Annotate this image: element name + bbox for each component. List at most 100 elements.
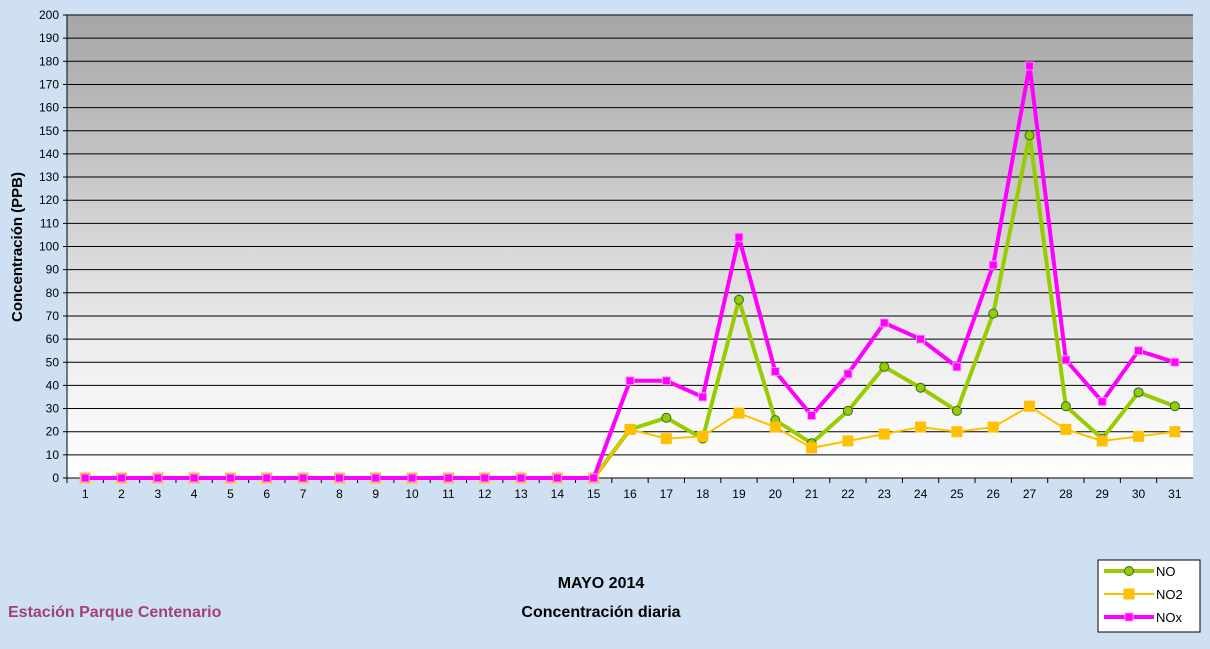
chart-subtitle: Concentración diaria [521, 604, 680, 621]
y-tick-label: 130 [39, 170, 59, 184]
x-tick-label: 20 [769, 487, 783, 501]
x-tick-label: 18 [696, 487, 710, 501]
data-point [952, 406, 961, 415]
data-point [444, 474, 452, 482]
data-point [770, 422, 781, 433]
data-point [263, 474, 271, 482]
y-tick-label: 70 [46, 309, 60, 323]
y-tick-label: 100 [39, 240, 59, 254]
data-point [771, 368, 779, 376]
data-point [190, 474, 198, 482]
x-tick-label: 5 [227, 487, 234, 501]
x-tick-label: 15 [587, 487, 601, 501]
data-point [697, 431, 708, 442]
data-point [590, 474, 598, 482]
x-tick-label: 11 [442, 487, 455, 501]
data-point [299, 474, 307, 482]
y-tick-label: 50 [46, 355, 60, 369]
x-tick-label: 28 [1059, 487, 1073, 501]
x-tick-label: 23 [878, 487, 892, 501]
x-tick-label: 24 [914, 487, 928, 501]
legend-marker [1125, 567, 1134, 576]
x-tick-label: 21 [805, 487, 819, 501]
data-point [880, 362, 889, 371]
y-tick-label: 20 [46, 425, 60, 439]
data-point [1170, 402, 1179, 411]
y-tick-label: 180 [39, 54, 59, 68]
data-point [1026, 62, 1034, 70]
x-tick-label: 16 [623, 487, 637, 501]
x-tick-label: 8 [336, 487, 343, 501]
y-tick-label: 170 [39, 77, 59, 91]
y-tick-label: 40 [46, 378, 60, 392]
data-point [661, 433, 672, 444]
x-tick-label: 26 [987, 487, 1001, 501]
x-tick-label: 12 [478, 487, 492, 501]
data-point [662, 413, 671, 422]
data-point [880, 319, 888, 327]
data-point [915, 422, 926, 433]
data-point [989, 261, 997, 269]
chart-title: MAYO 2014 [558, 575, 645, 592]
x-tick-label: 6 [263, 487, 270, 501]
data-point [481, 474, 489, 482]
x-tick-label: 2 [118, 487, 125, 501]
data-point [335, 474, 343, 482]
legend-marker [1125, 613, 1133, 621]
legend-label: NOx [1156, 610, 1183, 625]
data-point [154, 474, 162, 482]
data-point [1135, 347, 1143, 355]
legend-marker [1124, 589, 1135, 600]
x-tick-label: 1 [82, 487, 89, 501]
data-point [879, 429, 890, 440]
data-point [626, 377, 634, 385]
data-point [1061, 402, 1070, 411]
data-point [1097, 435, 1108, 446]
x-tick-label: 29 [1096, 487, 1110, 501]
data-point [226, 474, 234, 482]
y-tick-label: 30 [46, 402, 60, 416]
data-point [662, 377, 670, 385]
data-point [808, 411, 816, 419]
x-tick-label: 22 [841, 487, 855, 501]
x-tick-label: 19 [732, 487, 746, 501]
station-label: Estación Parque Centenario [8, 604, 222, 621]
data-point [842, 435, 853, 446]
x-tick-label: 4 [191, 487, 198, 501]
data-point [1171, 358, 1179, 366]
data-point [1133, 431, 1144, 442]
data-point [988, 422, 999, 433]
data-point [916, 383, 925, 392]
legend-label: NO2 [1156, 587, 1183, 602]
y-tick-label: 140 [39, 147, 59, 161]
y-axis-label: Concentración (PPB) [9, 172, 26, 322]
data-point [806, 442, 817, 453]
y-tick-label: 80 [46, 286, 60, 300]
data-point [1134, 388, 1143, 397]
data-point [1098, 398, 1106, 406]
x-tick-label: 25 [950, 487, 964, 501]
x-tick-label: 31 [1168, 487, 1182, 501]
x-tick-label: 3 [154, 487, 161, 501]
x-tick-label: 7 [300, 487, 307, 501]
data-point [553, 474, 561, 482]
y-tick-label: 60 [46, 332, 60, 346]
y-tick-label: 110 [40, 216, 59, 230]
y-tick-label: 120 [39, 193, 59, 207]
data-point [625, 424, 636, 435]
x-tick-label: 17 [660, 487, 674, 501]
legend-label: NO [1156, 564, 1176, 579]
data-point [734, 295, 743, 304]
data-point [372, 474, 380, 482]
data-point [733, 408, 744, 419]
data-point [1062, 356, 1070, 364]
y-tick-label: 160 [39, 101, 59, 115]
x-tick-label: 14 [551, 487, 565, 501]
data-point [1025, 131, 1034, 140]
data-point [989, 309, 998, 318]
y-tick-label: 150 [39, 124, 59, 138]
data-point [517, 474, 525, 482]
x-tick-label: 13 [514, 487, 528, 501]
y-tick-label: 0 [52, 471, 59, 485]
chart: Concentración (PPB) MAYO 2014 Concentrac… [0, 0, 1210, 644]
